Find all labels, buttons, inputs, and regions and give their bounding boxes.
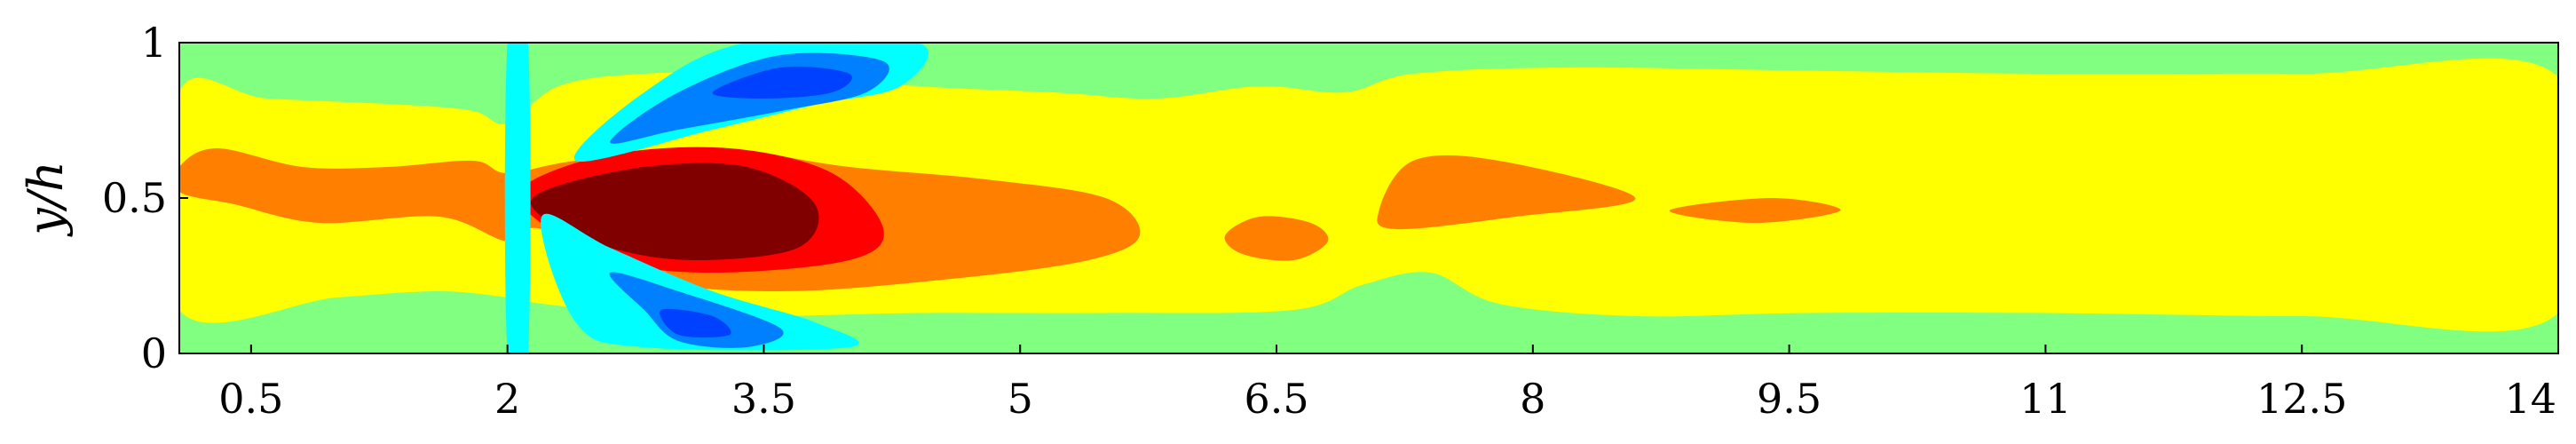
contour-region-darkblue-lower — [660, 308, 731, 338]
y-axis: 00.51 — [102, 19, 188, 377]
contour-region-darkblue-upper — [712, 66, 853, 99]
x-tick-label: 11 — [2019, 375, 2072, 423]
y-tick-label: 1 — [141, 19, 167, 67]
x-tick-label: 2 — [494, 375, 520, 423]
x-tick-label: 9.5 — [1757, 375, 1821, 423]
x-tick-label: 6.5 — [1244, 375, 1308, 423]
contour-region-orange-blob-b — [1377, 155, 1636, 230]
x-tick-label: 14 — [2504, 375, 2556, 423]
y-tick-label: 0.5 — [102, 174, 167, 222]
x-tick-label: 8 — [1520, 375, 1545, 423]
contour-region-darkred-core — [531, 163, 819, 260]
x-tick-label: 12.5 — [2256, 375, 2347, 423]
contour-region-cyan-step-strip — [504, 43, 531, 353]
contour-region-blue-lower — [609, 272, 784, 348]
contour-region-orange-blob-a — [1224, 216, 1329, 261]
x-axis: 0.5 2 3.5 5 6.5 8 9.5 11 12.5 14 — [218, 345, 2559, 423]
x-tick-label: 5 — [1007, 375, 1033, 423]
y-tick-label: 0 — [141, 329, 167, 377]
contour-region-orange-blob-c — [1669, 198, 1841, 223]
x-tick-label: 0.5 — [218, 375, 283, 423]
x-tick-label: 3.5 — [731, 375, 796, 423]
contour-regions — [179, 43, 2558, 353]
contour-region-cyan-lower — [541, 213, 859, 351]
y-axis-label: y/h — [18, 161, 74, 236]
